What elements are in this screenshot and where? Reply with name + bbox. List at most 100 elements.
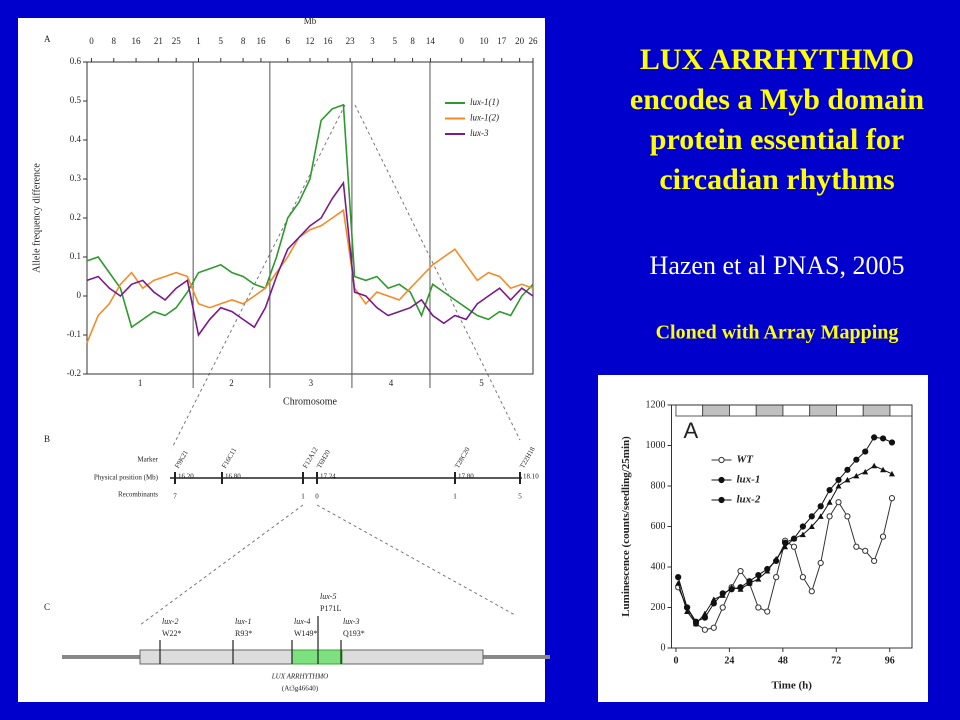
top-tick-label: 1 xyxy=(196,36,201,46)
y-tick-label: 600 xyxy=(651,521,666,532)
y-tick-label: -0.1 xyxy=(67,329,81,339)
figure-panel xyxy=(18,18,545,702)
y-tick-label: 800 xyxy=(651,480,666,491)
point xyxy=(755,576,762,582)
point xyxy=(835,476,842,484)
point xyxy=(817,513,824,519)
top-tick-label: 8 xyxy=(112,36,117,46)
y-tick-label: 0.3 xyxy=(70,173,82,183)
top-tick-label: 21 xyxy=(154,36,163,46)
chromosome-label: 4 xyxy=(389,378,394,388)
zoom-line xyxy=(171,104,346,449)
chromosome-label: 3 xyxy=(309,378,314,388)
mutation: R93* xyxy=(235,629,252,638)
point xyxy=(799,531,806,538)
marker-position: 17.24 xyxy=(320,473,336,481)
point xyxy=(684,608,691,615)
point xyxy=(853,472,860,479)
point xyxy=(826,486,833,494)
point xyxy=(737,586,744,592)
zoom-line xyxy=(354,104,521,441)
top-tick-label: 10 xyxy=(479,36,489,46)
y-tick-label: 0.4 xyxy=(70,134,82,144)
title-line: LUX ARRHYTHMO xyxy=(640,43,914,76)
light-dark-bar xyxy=(702,404,730,417)
y-tick-label: 0.2 xyxy=(70,212,81,222)
legend-marker xyxy=(718,456,725,464)
point xyxy=(675,580,682,586)
point xyxy=(710,624,717,631)
top-tick-label: 0 xyxy=(459,36,464,46)
point xyxy=(675,574,682,581)
allele: lux-5 xyxy=(320,592,336,601)
point xyxy=(746,580,753,586)
row-label: Marker xyxy=(137,456,158,464)
x-tick-label: 72 xyxy=(831,655,841,666)
light-dark-bar xyxy=(889,404,913,417)
legend-marker xyxy=(718,496,725,504)
legend-label: lux-1(1) xyxy=(470,97,499,107)
panel-label: A xyxy=(684,418,699,443)
point xyxy=(862,448,869,455)
mutation: W149* xyxy=(294,629,318,638)
light-dark-bar xyxy=(675,404,704,417)
marker-recombinants: 5 xyxy=(518,493,522,501)
chromosome-label: 1 xyxy=(138,378,143,388)
top-tick-label: 6 xyxy=(285,36,290,46)
row-label: Physical position (Mb) xyxy=(94,474,159,482)
y-tick-label: 0.6 xyxy=(70,56,82,66)
point xyxy=(764,568,771,574)
marker-recombinants: 7 xyxy=(173,493,177,501)
point xyxy=(871,557,878,565)
top-tick-label: 16 xyxy=(323,36,333,46)
point xyxy=(764,608,771,615)
myb-domain xyxy=(291,649,343,665)
x-tick-label: 24 xyxy=(724,655,734,666)
point xyxy=(773,555,780,562)
allele: lux-2 xyxy=(162,617,178,626)
legend-label: lux-3 xyxy=(470,128,489,138)
marker-recombinants: 1 xyxy=(301,493,305,501)
point xyxy=(844,476,851,483)
marker-position: 17.80 xyxy=(458,473,474,481)
point xyxy=(755,604,762,611)
point xyxy=(879,533,887,540)
chromosome-label: 5 xyxy=(479,378,484,388)
legend-label: lux-1 xyxy=(737,474,761,486)
point xyxy=(728,584,735,590)
chromosome-label: 2 xyxy=(229,378,234,388)
top-tick-label: 14 xyxy=(426,36,436,46)
top-tick-label: 12 xyxy=(306,36,315,46)
panel-label: A xyxy=(44,34,51,44)
y-tick-label: -0.2 xyxy=(67,368,81,378)
x-tick-label: 0 xyxy=(673,655,678,666)
zoom-line xyxy=(316,504,516,616)
top-tick-label: 17 xyxy=(497,36,507,46)
light-dark-bar xyxy=(862,404,891,417)
y-axis-label: Luminescence (counts/seedling/25min) xyxy=(620,436,632,617)
point xyxy=(844,466,851,473)
legend-label: WT xyxy=(737,454,755,466)
point xyxy=(799,574,806,581)
y-tick-label: 0.1 xyxy=(70,251,81,261)
point xyxy=(701,610,708,617)
point xyxy=(862,547,869,554)
point xyxy=(808,588,815,595)
top-axis-label: Mb xyxy=(304,16,317,26)
mutation: W22* xyxy=(162,629,182,638)
allele: lux-1 xyxy=(235,617,251,626)
chart-panel xyxy=(598,375,928,702)
point xyxy=(773,574,780,581)
zoom-line xyxy=(139,504,304,626)
point xyxy=(880,466,887,473)
light-dark-bar xyxy=(782,404,811,417)
y-tick-label: 0 xyxy=(661,642,666,653)
point xyxy=(719,592,726,598)
title-line: protein essential for xyxy=(650,123,904,156)
citation: Hazen et al PNAS, 2005 xyxy=(650,251,905,280)
point xyxy=(844,513,851,520)
marker-recombinants: 0 xyxy=(315,493,319,501)
point xyxy=(817,559,824,567)
point xyxy=(701,626,709,633)
point xyxy=(808,523,815,529)
